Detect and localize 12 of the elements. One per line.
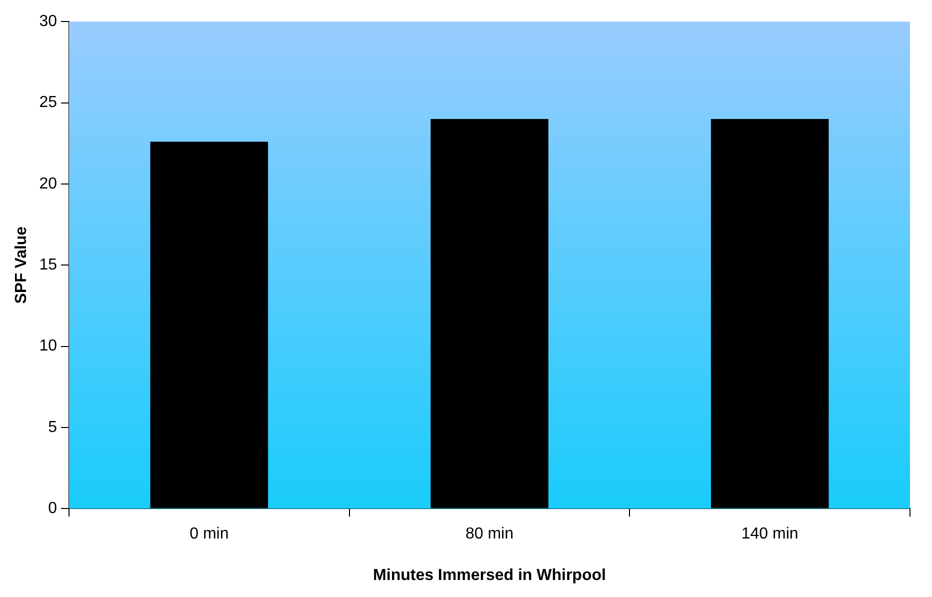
y-tick-label: 0 <box>48 500 58 518</box>
y-tick-label: 5 <box>48 418 58 436</box>
x-tick-label: 140 min <box>741 526 798 543</box>
y-tick-label: 30 <box>39 13 58 30</box>
y-tick-label: 25 <box>39 94 58 112</box>
y-axis-title: SPF Value <box>13 226 30 304</box>
y-tick-label: 20 <box>39 175 58 192</box>
x-tick-label: 0 min <box>190 526 229 543</box>
x-tick-label: 80 min <box>465 526 514 543</box>
y-tick-label: 10 <box>39 338 58 355</box>
y-tick-label: 15 <box>39 256 58 274</box>
x-axis-title: Minutes Immersed in Whirpool <box>373 566 606 584</box>
